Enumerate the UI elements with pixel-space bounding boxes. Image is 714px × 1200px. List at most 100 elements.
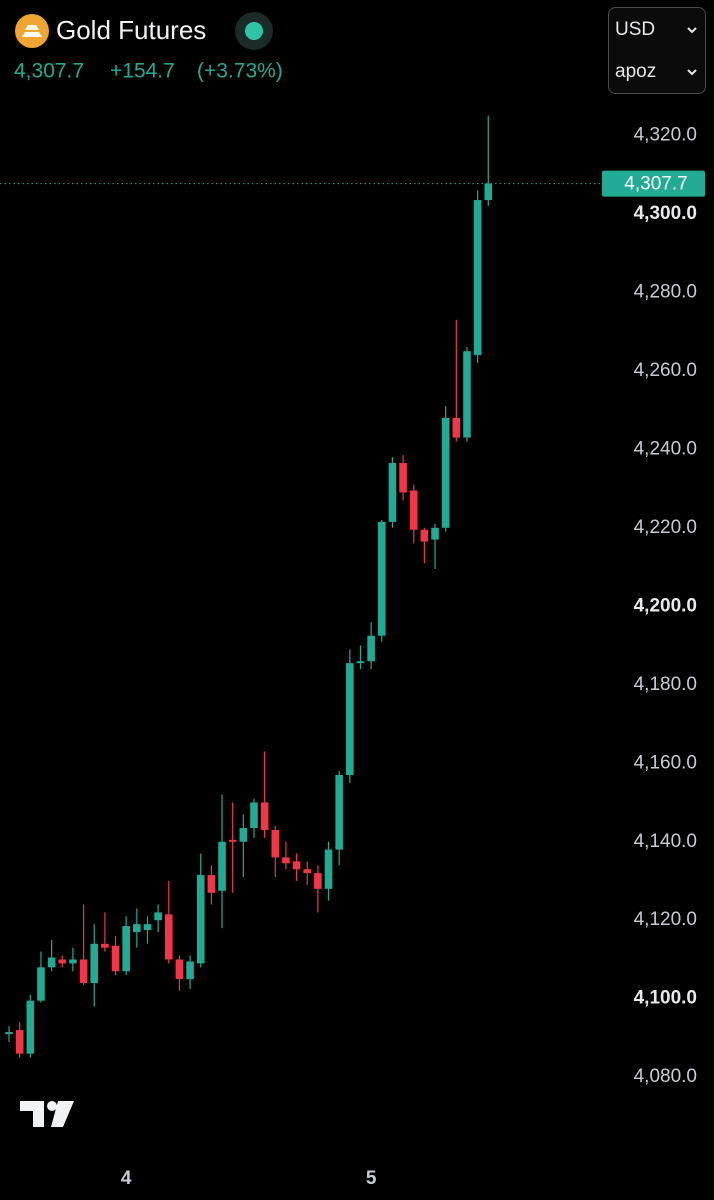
currency-select[interactable]: USD (615, 19, 655, 40)
x-tick-label: 5 (366, 1168, 377, 1189)
candle (164, 880, 173, 964)
candle (186, 955, 194, 989)
candle-body (314, 873, 322, 889)
price-change-pct: (+3.73%) (197, 60, 283, 83)
y-tick-label: 4,080.0 (634, 1066, 697, 1087)
y-tick-label: 4,120.0 (634, 909, 697, 930)
candle (250, 798, 258, 838)
candle-body (69, 959, 77, 964)
candle-body (250, 802, 258, 828)
candle (111, 935, 120, 976)
candle (175, 955, 184, 991)
candle-body (154, 912, 162, 921)
candle-body (15, 1030, 24, 1054)
candle-body (101, 943, 109, 948)
candle-body (356, 661, 365, 664)
candle-body (228, 839, 237, 842)
candle-body (58, 959, 67, 964)
candle-body (367, 635, 375, 662)
candle (409, 484, 418, 544)
candle (473, 190, 482, 363)
candle (292, 853, 301, 881)
candle-body (5, 1032, 13, 1035)
candle-body (90, 943, 99, 984)
candle-body (239, 828, 248, 842)
candle (5, 1026, 13, 1042)
candle (143, 916, 152, 944)
y-tick-label: 4,240.0 (634, 438, 697, 459)
candle-body (164, 914, 173, 960)
candle-body (292, 861, 301, 870)
candle (101, 912, 109, 952)
y-tick-label: 4,320.0 (634, 124, 697, 145)
candle-body (271, 829, 280, 858)
settings-box (608, 7, 706, 94)
candle (69, 947, 77, 972)
unit-select[interactable]: apoz (615, 61, 656, 82)
candle (26, 994, 35, 1058)
candle-body (111, 945, 120, 972)
candle (58, 955, 67, 968)
candle (484, 115, 493, 206)
candle (346, 649, 354, 783)
candle-body (409, 490, 418, 530)
candle-body (26, 1000, 35, 1054)
candle-body (346, 663, 354, 776)
market-status[interactable] (235, 12, 273, 50)
y-tick-label: 4,220.0 (634, 517, 697, 538)
y-tick-label: 4,160.0 (634, 752, 697, 773)
candle (324, 841, 333, 901)
price-change: +154.7 (110, 60, 175, 83)
y-tick-label: 4,200.0 (634, 595, 697, 616)
candle-body (196, 875, 205, 964)
candle (79, 904, 88, 985)
last-price: 4,307.7 (14, 60, 84, 83)
candle (122, 916, 130, 976)
candle-body (218, 841, 226, 891)
dropdown-arrow (687, 27, 697, 34)
candle-body (420, 529, 429, 542)
candle-body (335, 775, 343, 850)
candle (314, 865, 322, 913)
candle (367, 621, 375, 670)
y-tick-label: 4,180.0 (634, 674, 697, 695)
y-tick-label: 4,300.0 (634, 203, 697, 224)
candle (239, 814, 248, 878)
last-price-tag-label: 4,307.7 (624, 174, 687, 195)
candle (218, 794, 226, 929)
candle (228, 802, 237, 893)
candle-body (133, 924, 141, 932)
candle-body (441, 417, 450, 528)
candle (207, 865, 216, 905)
candle (335, 771, 343, 866)
candle (154, 904, 162, 932)
candle (15, 1022, 24, 1058)
candle-body (377, 521, 386, 636)
candle-body (143, 924, 152, 931)
candle (303, 861, 312, 885)
candle (356, 645, 365, 670)
candle-body (388, 463, 397, 522)
candle (196, 853, 205, 968)
candle-body (473, 200, 482, 356)
candle (441, 406, 450, 532)
candle (388, 457, 397, 528)
y-tick-label: 4,140.0 (634, 831, 697, 852)
candle-body (260, 802, 269, 830)
candle-body (463, 351, 471, 438)
candle-body (282, 857, 290, 864)
candle (90, 924, 99, 1007)
candle-body (79, 959, 88, 984)
candle-body (303, 869, 312, 874)
candle-body (324, 849, 333, 889)
candle-body (484, 183, 493, 201)
last-price-tag (602, 170, 705, 197)
candle-body (175, 959, 184, 980)
candle (420, 527, 429, 564)
candle-body (452, 417, 461, 438)
candle (260, 751, 269, 838)
symbol-name: Gold Futures (56, 15, 206, 45)
y-tick-label: 4,260.0 (634, 360, 697, 381)
